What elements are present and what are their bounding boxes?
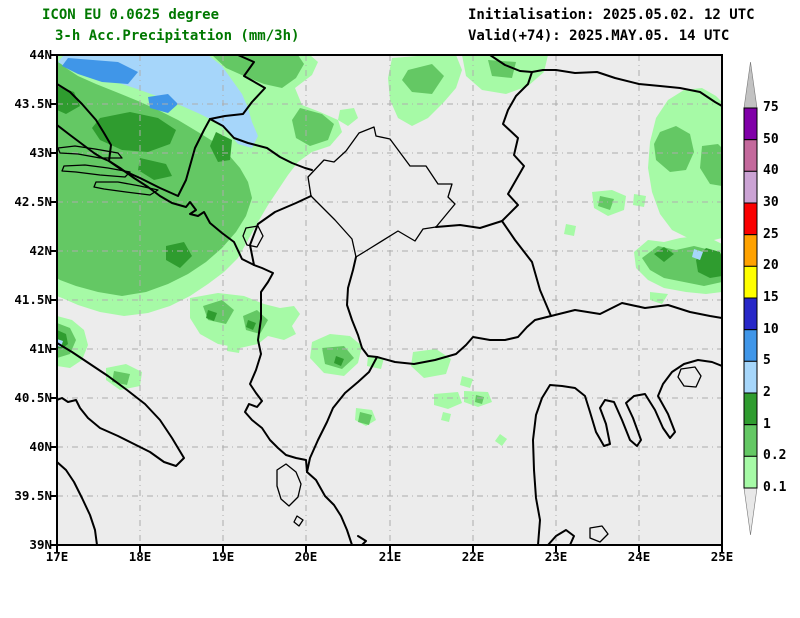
island-korcula bbox=[61, 164, 131, 178]
legend-label: 25 bbox=[763, 227, 779, 242]
coast-pelion bbox=[547, 529, 575, 545]
initialisation-time: Initialisation: 2025.05.02. 12 UTC bbox=[468, 7, 755, 23]
axis-ticks bbox=[50, 54, 723, 552]
lat-label: 40.5N bbox=[14, 390, 52, 405]
coast-greece-ionian bbox=[357, 535, 367, 545]
lat-label: 39N bbox=[29, 537, 52, 552]
legend-arrow-bottom bbox=[743, 487, 758, 536]
border-serbia-bulgaria bbox=[501, 71, 533, 222]
lat-label: 41N bbox=[29, 341, 52, 356]
lat-label: 42.5N bbox=[14, 194, 52, 209]
lat-label: 43N bbox=[29, 145, 52, 160]
border-montenegro-albania bbox=[249, 195, 312, 266]
lat-label: 43.5N bbox=[14, 96, 52, 111]
island-thasos bbox=[677, 366, 702, 388]
legend-label: 75 bbox=[763, 100, 779, 115]
graticule bbox=[57, 55, 722, 545]
legend-label: 15 bbox=[763, 290, 779, 305]
legend-colorbar bbox=[743, 61, 758, 536]
lon-label: 21E bbox=[378, 549, 402, 564]
coast-italy-calabria bbox=[57, 461, 98, 545]
coast-italy-puglia bbox=[57, 342, 185, 467]
border-albania-macedonia bbox=[346, 256, 378, 358]
lon-label: 20E bbox=[294, 549, 318, 564]
border-serbia-montenegro bbox=[209, 118, 313, 171]
island-mljet bbox=[93, 181, 159, 196]
precip-dark-green bbox=[57, 86, 722, 366]
border-drina bbox=[209, 55, 266, 120]
lake-shkodra bbox=[242, 225, 264, 248]
legend-label: 40 bbox=[763, 163, 779, 178]
lon-label: 18E bbox=[128, 549, 152, 564]
island-brac-hvar bbox=[57, 145, 123, 159]
model-title: ICON EU 0.0625 degree bbox=[42, 7, 220, 23]
lon-label: 23E bbox=[544, 549, 568, 564]
thin-outlines-layer bbox=[57, 126, 702, 543]
legend-label: 20 bbox=[763, 258, 779, 273]
lon-label: 22E bbox=[461, 549, 485, 564]
lon-label: 17E bbox=[45, 549, 69, 564]
coast-adriatic-east bbox=[57, 124, 353, 545]
precipitation-layer bbox=[57, 55, 722, 446]
lon-label: 24E bbox=[627, 549, 651, 564]
border-albania-greece bbox=[306, 356, 378, 473]
borders-layer bbox=[57, 55, 722, 545]
legend-arrow-top bbox=[743, 61, 758, 109]
legend-label: 30 bbox=[763, 195, 779, 210]
border-croatia-bosnia bbox=[57, 83, 112, 162]
legend-label: 0.2 bbox=[763, 448, 787, 463]
parameter-title: 3-h Acc.Precipitation (mm/3h) bbox=[55, 28, 300, 44]
legend-label: 0.1 bbox=[763, 480, 787, 495]
lat-label: 44N bbox=[29, 47, 52, 62]
legend-label: 10 bbox=[763, 322, 779, 337]
lon-label: 25E bbox=[710, 549, 734, 564]
island-paxos bbox=[293, 515, 304, 527]
legend-label: 1 bbox=[763, 417, 771, 432]
lat-label: 39.5N bbox=[14, 488, 52, 503]
lat-label: 41.5N bbox=[14, 292, 52, 307]
border-danube bbox=[489, 55, 722, 107]
lat-label: 40N bbox=[29, 439, 52, 454]
kosovo-outline bbox=[307, 126, 456, 258]
coast-greece-aegean bbox=[532, 359, 722, 545]
lon-label: 19E bbox=[211, 549, 235, 564]
border-macedonia-greece bbox=[376, 315, 552, 365]
island-corfu bbox=[276, 463, 302, 507]
lat-label: 42N bbox=[29, 243, 52, 258]
legend-label: 50 bbox=[763, 132, 779, 147]
border-greece-bulgaria bbox=[550, 302, 722, 319]
legend-label: 5 bbox=[763, 353, 771, 368]
island-sporades bbox=[589, 525, 609, 543]
border-serbia-macedonia bbox=[435, 220, 503, 229]
valid-time: Valid(+74): 2025.MAY.05. 14 UTC bbox=[468, 28, 730, 44]
legend-label: 2 bbox=[763, 385, 771, 400]
border-macedonia-bulgaria bbox=[501, 220, 552, 317]
